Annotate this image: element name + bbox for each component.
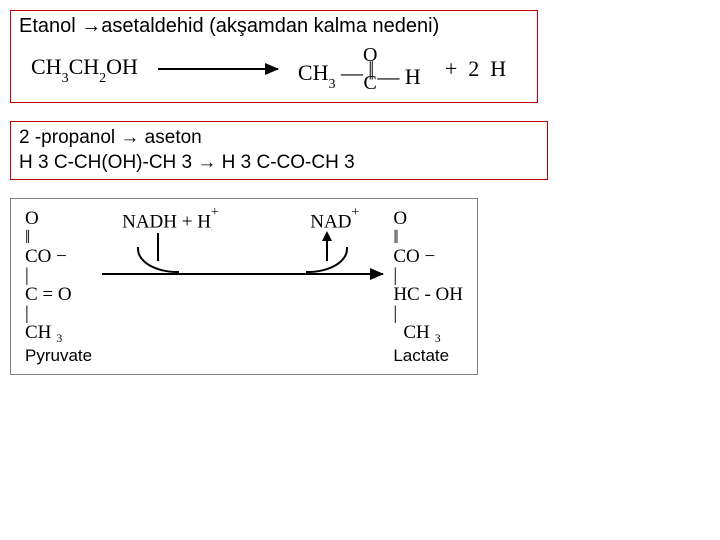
nadh-label: NADH + H+ <box>122 209 219 233</box>
reaction-box-3: O ‖ CO − | C = O | CH ₃ Pyruvate NADH + … <box>10 198 478 375</box>
reaction-box-2: 2 -propanol → aseton H 3 C-CH(OH)-CH 3 →… <box>10 121 548 180</box>
reaction-arrow-region: NADH + H+ NAD+ <box>102 209 383 329</box>
reactant-ethanol: CH3CH2OH <box>31 54 138 84</box>
pyruvate-structure: O ‖ CO − | C = O | CH ₃ Pyruvate <box>25 209 92 366</box>
box1-reaction: CH3CH2OH CH3 — O || C — H + 2 H <box>19 42 529 98</box>
box2-line1: 2 -propanol → aseton <box>19 126 539 151</box>
lactate-label: Lactate <box>393 346 463 366</box>
pyruvate-label: Pyruvate <box>25 346 92 366</box>
curve-down-icon <box>157 233 159 261</box>
box1-title: Etanol →asetaldehid (akşamdan kalma nede… <box>19 15 529 38</box>
reaction-arrow-icon <box>158 68 278 70</box>
nad-label: NAD+ <box>310 209 359 233</box>
box1-tail: + 2 H <box>445 56 506 82</box>
box2-line2: H 3 C-CH(OH)-CH 3 → H 3 C-CO-CH 3 <box>19 151 539 176</box>
product-acetaldehyde: CH3 — O || C — H <box>298 48 421 90</box>
reaction-box-1: Etanol →asetaldehid (akşamdan kalma nede… <box>10 10 538 103</box>
reaction-arrow-icon <box>102 273 383 275</box>
lactate-structure: O ‖ CO − | HC - OH | CH ₃ Lactate <box>393 209 463 366</box>
curve-up-arrow-icon <box>326 233 328 261</box>
